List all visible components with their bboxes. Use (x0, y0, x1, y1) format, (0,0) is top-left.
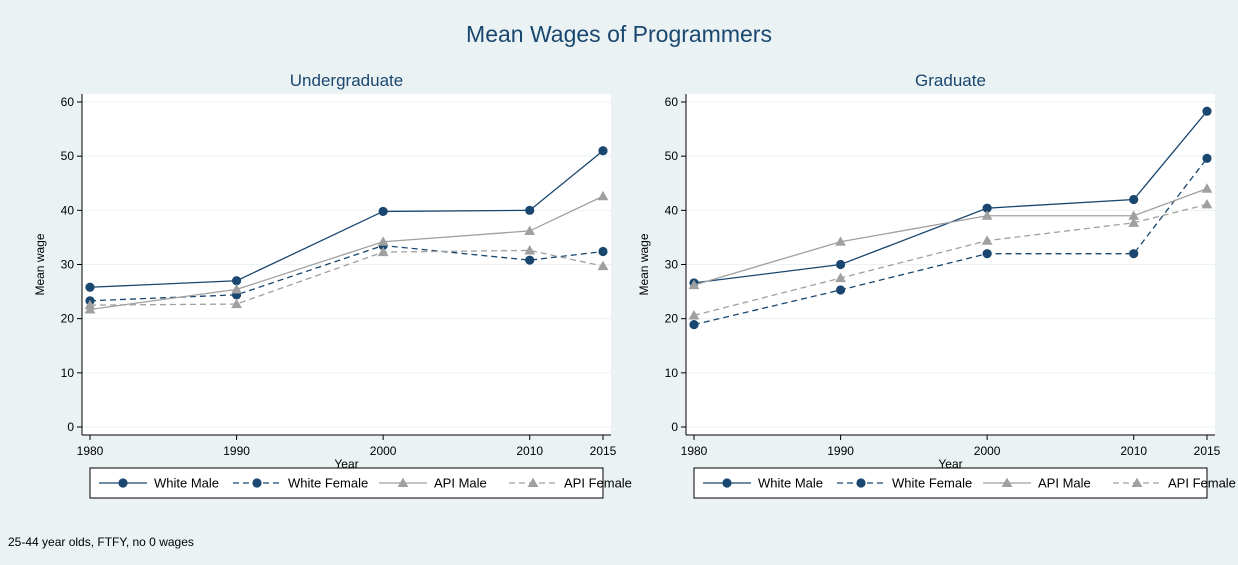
undergraduate-series-white-male-point (85, 282, 95, 292)
undergraduate-legend: White Male White Female API Male API Female (89, 467, 632, 499)
figure-title: Mean Wages of Programmers (466, 21, 772, 47)
undergraduate-chart-title: Undergraduate (290, 71, 403, 90)
graduate-series-white-female-point (1129, 249, 1139, 259)
graduate-series-white-female-point (1202, 153, 1212, 163)
legend-label-white-female: White Female (892, 476, 972, 491)
graduate-series-white-female-point (835, 285, 846, 295)
graduate-y-tick-label: 60 (665, 95, 679, 109)
legend-swatch-api-male-marker (397, 477, 409, 488)
graduate-series-api-male-point (835, 236, 846, 246)
chart-2: Graduate 0 10 20 30 40 50 60 1980 1990 2000 2010 201… (637, 71, 1236, 499)
undergraduate-series-api-male-point (597, 190, 609, 201)
undergraduate-x-tick-label: 2015 (590, 444, 617, 458)
graduate-series-api-female-point (981, 235, 993, 245)
undergraduate-series-api-female-point (377, 246, 389, 257)
undergraduate-y-tick-label: 60 (61, 95, 75, 109)
undergraduate-series-white-male-point (598, 146, 608, 156)
undergraduate-series-white-female-point (525, 255, 535, 265)
graduate-series-api-female-point (688, 310, 700, 320)
undergraduate-y-tick-label: 20 (61, 312, 75, 326)
graduate-series-api-male-point (1128, 210, 1140, 220)
undergraduate-x-tick-label: 1990 (223, 444, 250, 458)
graduate-legend-box (693, 467, 1208, 499)
graduate-series-white-male-point (835, 259, 846, 270)
undergraduate-series-api-male-point (231, 284, 242, 294)
graduate-series-api-male-point (688, 279, 700, 290)
undergraduate-y-tick-label: 30 (61, 258, 75, 272)
undergraduate-series-white-male-point (525, 205, 535, 215)
undergraduate-series-api-female-point (231, 298, 242, 309)
legend-label-white-male: White Male (154, 476, 219, 491)
undergraduate-series-white-male-point (231, 276, 242, 286)
legend-swatch-api-female-marker (1131, 477, 1143, 488)
legend-swatch-white-male-marker (722, 478, 732, 488)
legend-swatch-white-male-marker (118, 478, 128, 488)
graduate-series-api-male-point (1201, 183, 1213, 193)
graduate-x-tick-label: 2015 (1194, 444, 1221, 458)
legend-label-api-male: API Male (434, 476, 487, 491)
undergraduate-series-api-male-point (377, 236, 389, 246)
graduate-series-api-female-point (1201, 198, 1213, 209)
undergraduate-series-white-female-point (598, 246, 608, 257)
graduate-series-white-female-point (982, 249, 992, 259)
undergraduate-y-tick-label: 10 (61, 366, 75, 380)
graduate-series-api-male-point (981, 210, 993, 220)
graduate-y-tick-label: 10 (665, 366, 679, 380)
undergraduate-y-tick-label: 50 (61, 149, 75, 163)
legend-swatch-api-female-marker (527, 477, 539, 488)
undergraduate-series-api-female-point (597, 260, 609, 271)
figure-note: 25-44 year olds, FTFY, no 0 wages (8, 535, 194, 549)
graduate-x-tick-label: 2010 (1120, 444, 1147, 458)
legend-label-api-female: API Female (1168, 476, 1236, 491)
graduate-series-white-male-point (1129, 194, 1139, 205)
undergraduate-series-api-male-point (524, 225, 536, 235)
undergraduate-x-tick-label: 2000 (370, 444, 397, 458)
graduate-series-api-female-point (1128, 217, 1140, 227)
legend-swatch-white-female-marker (252, 478, 262, 488)
graduate-x-tick-label: 1990 (827, 444, 854, 458)
legend-swatch-white-female-marker (856, 478, 866, 488)
undergraduate-x-tick-label: 2010 (516, 444, 543, 458)
graduate-y-tick-label: 20 (665, 312, 679, 326)
legend-label-white-male: White Male (758, 476, 823, 491)
undergraduate-y-axis-title: Mean wage (33, 233, 47, 295)
graduate-y-tick-label: 50 (665, 149, 679, 163)
undergraduate-series-api-female-point (84, 299, 96, 310)
undergraduate-legend-box (89, 467, 604, 499)
chart-1: Undergraduate 0 10 20 30 40 50 60 1980 1990 2000 20… (33, 71, 632, 499)
legend-label-white-female: White Female (288, 476, 368, 491)
graduate-series-white-male-point (1202, 106, 1212, 116)
graduate-y-tick-label: 30 (665, 258, 679, 272)
graduate-series-white-female-point (689, 320, 699, 330)
undergraduate-y-tick-label: 40 (61, 203, 75, 217)
undergraduate-series-api-female-point (524, 245, 536, 255)
legend-label-api-male: API Male (1038, 476, 1091, 491)
graduate-y-axis-title: Mean wage (637, 233, 651, 295)
graduate-x-tick-label: 1980 (681, 444, 708, 458)
undergraduate-x-tick-label: 1980 (77, 444, 104, 458)
graduate-y-tick-label: 0 (671, 420, 678, 434)
undergraduate-y-tick-label: 0 (67, 420, 74, 434)
graduate-series-white-male-point (982, 203, 992, 213)
legend-label-api-female: API Female (564, 476, 632, 491)
graduate-x-tick-label: 2000 (974, 444, 1001, 458)
graduate-chart-title: Graduate (915, 71, 986, 90)
legend-swatch-api-male-marker (1001, 477, 1013, 488)
graduate-legend: White Male White Female API Male API Female (693, 467, 1236, 499)
graduate-y-tick-label: 40 (665, 203, 679, 217)
graduate-series-api-female-point (835, 272, 846, 283)
undergraduate-series-white-male-point (378, 206, 388, 217)
